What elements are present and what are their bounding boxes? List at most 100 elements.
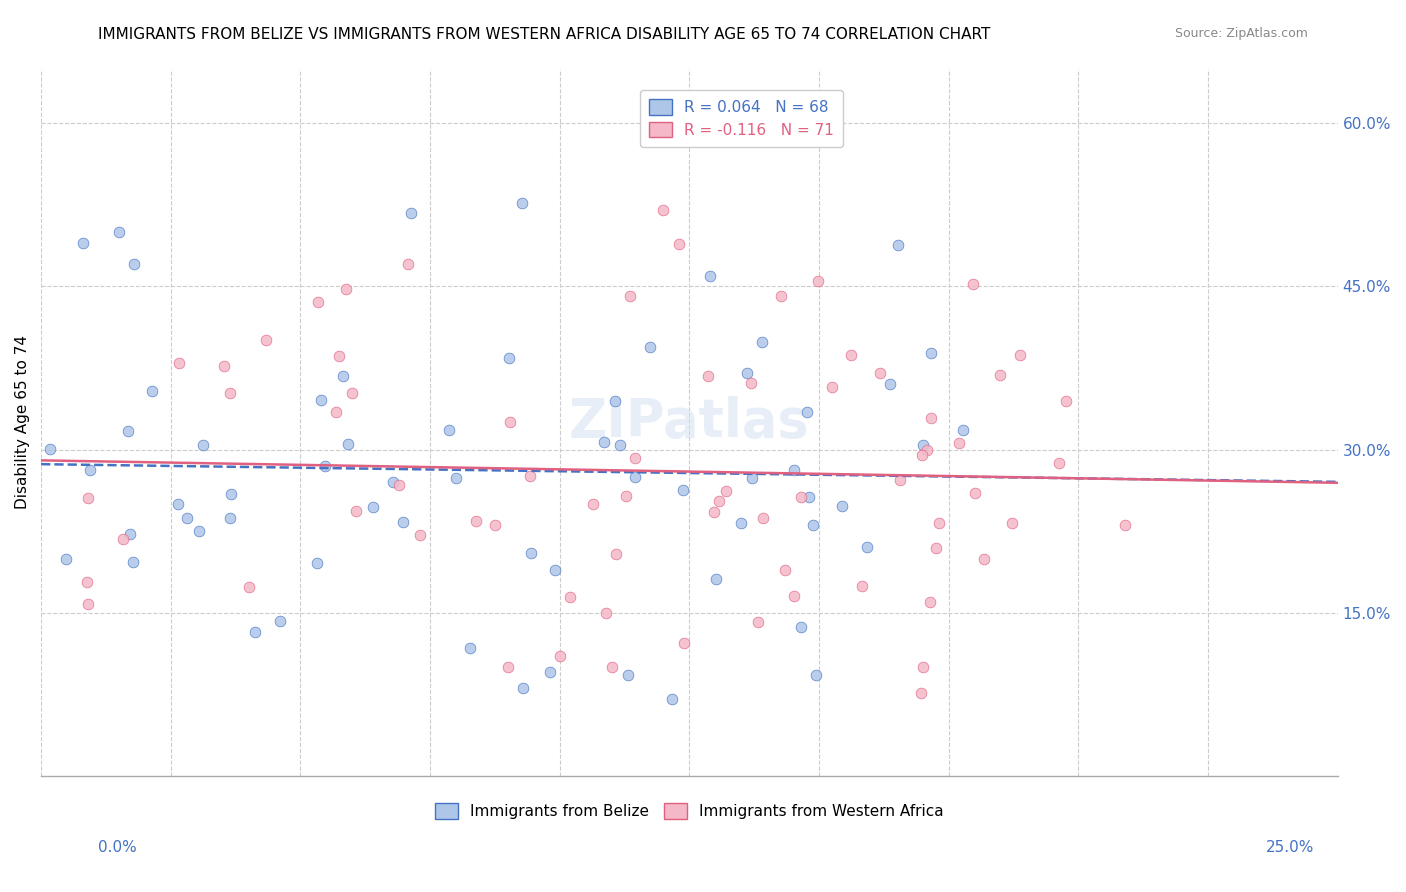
Point (219, 511, 242, 525)
Point (973, 552, 995, 566)
Point (623, 470, 645, 484)
Point (512, 681, 534, 695)
Point (928, 516, 950, 531)
Point (120, 526, 142, 541)
Point (624, 450, 647, 465)
Point (519, 546, 541, 560)
Point (141, 384, 163, 398)
Point (707, 494, 730, 508)
Point (219, 487, 242, 501)
Point (915, 442, 938, 457)
Point (638, 340, 661, 354)
Point (498, 351, 520, 365)
Point (409, 527, 432, 541)
Point (314, 459, 336, 474)
Point (790, 491, 813, 505)
Point (167, 497, 190, 511)
Point (1054, 394, 1077, 409)
Point (714, 483, 737, 498)
Point (789, 620, 811, 634)
Point (821, 380, 844, 394)
Point (699, 269, 721, 284)
Point (39, 442, 62, 457)
Point (889, 473, 911, 487)
Point (76, 574, 98, 589)
Point (510, 195, 533, 210)
Point (437, 423, 460, 437)
Text: ZIPatlas: ZIPatlas (569, 396, 810, 449)
Point (887, 238, 910, 252)
Point (307, 294, 329, 309)
Point (332, 368, 354, 383)
Point (543, 563, 565, 577)
Point (869, 366, 891, 380)
Point (344, 504, 367, 518)
Point (193, 438, 215, 452)
Y-axis label: Disability Age 65 to 74: Disability Age 65 to 74 (15, 335, 30, 509)
Point (952, 423, 974, 437)
Point (496, 660, 519, 674)
Point (619, 289, 641, 303)
Point (1001, 516, 1024, 530)
Point (256, 333, 278, 347)
Point (775, 563, 797, 577)
Point (796, 405, 818, 419)
Point (335, 282, 357, 296)
Text: 0.0%: 0.0% (98, 840, 138, 855)
Point (801, 518, 824, 533)
Point (703, 505, 725, 519)
Point (730, 516, 752, 530)
Point (911, 438, 934, 452)
Point (614, 489, 637, 503)
Point (243, 625, 266, 640)
Point (388, 478, 411, 492)
Point (704, 572, 727, 586)
Point (920, 345, 942, 359)
Point (548, 649, 571, 664)
Point (111, 533, 134, 547)
Point (167, 356, 190, 370)
Point (72, 235, 94, 250)
Point (325, 404, 347, 418)
Point (79, 463, 101, 477)
Point (609, 438, 631, 452)
Point (446, 471, 468, 485)
Point (661, 691, 683, 706)
Point (238, 580, 260, 594)
Point (782, 590, 804, 604)
Text: 25.0%: 25.0% (1267, 840, 1315, 855)
Point (337, 436, 360, 450)
Point (124, 258, 146, 272)
Point (176, 510, 198, 524)
Point (673, 636, 696, 650)
Point (831, 499, 853, 513)
Point (392, 515, 415, 529)
Point (616, 668, 638, 682)
Point (381, 475, 404, 489)
Point (484, 517, 506, 532)
Point (328, 349, 350, 363)
Point (77, 491, 100, 506)
Point (600, 660, 623, 674)
Point (920, 410, 942, 425)
Point (783, 463, 806, 477)
Point (593, 435, 616, 450)
Point (1114, 518, 1136, 533)
Point (538, 665, 561, 679)
Point (741, 471, 763, 485)
Point (458, 641, 481, 656)
Point (856, 541, 879, 555)
Point (218, 385, 240, 400)
Point (269, 614, 291, 628)
Point (340, 386, 363, 401)
Point (603, 394, 626, 409)
Point (839, 348, 862, 362)
Text: Source: ZipAtlas.com: Source: ZipAtlas.com (1174, 27, 1308, 40)
Point (910, 686, 932, 700)
Point (558, 590, 581, 604)
Point (55, 552, 77, 566)
Point (851, 579, 873, 593)
Point (735, 366, 758, 380)
Point (752, 511, 775, 525)
Point (879, 376, 901, 391)
